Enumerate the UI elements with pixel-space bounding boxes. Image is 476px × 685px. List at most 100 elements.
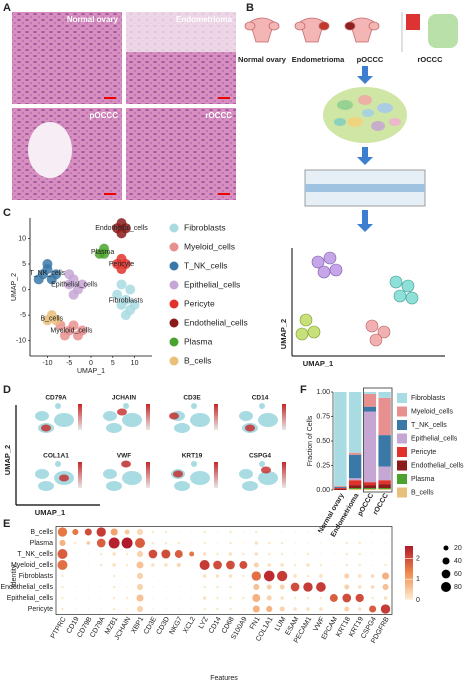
panel-label: D (3, 384, 11, 396)
dot (357, 574, 362, 578)
dot (134, 537, 146, 549)
cell-cluster (64, 269, 75, 280)
x-tick-label: 5 (111, 360, 115, 367)
dot (152, 597, 154, 599)
dot (126, 586, 128, 588)
dot (371, 564, 374, 566)
dot (99, 563, 103, 567)
dot (177, 531, 180, 533)
bar-segment (363, 488, 377, 490)
dot (342, 593, 352, 603)
stage-label: Endometrioma (292, 55, 345, 64)
dot (164, 530, 168, 534)
legend-swatch (169, 261, 179, 271)
dot (345, 541, 349, 545)
legend-label: Pericyte (411, 449, 436, 456)
dot (344, 606, 350, 612)
y-tick-label: 10 (18, 235, 26, 242)
dot (177, 586, 180, 588)
dot (61, 607, 64, 611)
umap-blob (103, 469, 117, 479)
size-label: 40 (454, 558, 462, 565)
dot (357, 585, 362, 589)
dot (136, 561, 144, 569)
cell-cluster (125, 305, 136, 315)
axis-label: UMAP_1 (35, 508, 65, 517)
stage-label: pOCCC (357, 55, 384, 64)
dot (267, 541, 271, 545)
dot (74, 541, 77, 545)
stage-label: rOCCC (417, 55, 443, 64)
cell-cluster (116, 264, 127, 275)
dot (57, 527, 68, 537)
legend-swatch (169, 223, 179, 233)
legend-swatch (169, 337, 179, 347)
bar-segment (378, 489, 391, 490)
expression-spot (261, 466, 271, 474)
umap-blob (35, 411, 49, 421)
y-tick-label: Plasma (30, 540, 53, 547)
dot (99, 552, 103, 556)
gene-label: CD79A (45, 395, 67, 402)
cell-cluster (99, 248, 110, 259)
umap-blob (55, 461, 61, 467)
umap-blob (55, 403, 61, 409)
colorbar (405, 546, 413, 600)
bar-segment (363, 489, 377, 490)
umap-blob (174, 423, 190, 433)
colorbar (146, 462, 150, 488)
y-tick-label: 1.00 (316, 389, 330, 396)
dot (355, 593, 364, 603)
bar-segment (348, 480, 362, 486)
dot (199, 559, 210, 571)
legend-swatch (397, 433, 407, 444)
expression-spot (117, 408, 127, 416)
colorbar (78, 404, 82, 430)
y-tick-label: T_NK_cells (17, 551, 53, 558)
gene-label: CD3E (183, 395, 201, 402)
legend-label: Myeloid_cells (411, 408, 454, 415)
umap-blob (191, 461, 197, 467)
dot (242, 574, 245, 578)
dot (290, 582, 300, 592)
umap-blob (258, 471, 278, 485)
legend-swatch (397, 447, 407, 457)
dot (126, 575, 128, 577)
dot (345, 531, 348, 533)
dot (136, 605, 144, 613)
dot (252, 594, 261, 602)
bar-segment (334, 486, 347, 488)
histology: Normal ovary Endometrioma pOCCC rOCCC (12, 12, 236, 200)
dot (203, 541, 206, 545)
dot (100, 597, 103, 599)
dot (333, 608, 335, 610)
dot (100, 586, 103, 588)
feature-plots: UMAP_2 UMAP_1 (3, 405, 100, 517)
dot (255, 530, 258, 534)
dot (280, 541, 284, 545)
stage-label: Normal ovary (238, 55, 287, 64)
dot (242, 542, 245, 544)
dot (190, 608, 193, 610)
dot (177, 597, 180, 599)
umap-blob (122, 413, 142, 427)
dot (216, 542, 219, 544)
legend-label: Pericyte (184, 298, 215, 308)
umap-blob (123, 403, 129, 409)
gene-label: KRT19 (182, 453, 203, 460)
bar-segment (348, 485, 362, 489)
axis-label: Features (210, 675, 238, 682)
dot (254, 552, 259, 556)
panel-label: C (3, 207, 11, 219)
dot (294, 553, 296, 555)
dot (381, 572, 390, 580)
dot (345, 552, 349, 556)
dot (148, 549, 158, 559)
dot (112, 574, 116, 578)
dot (229, 585, 232, 589)
dot (112, 607, 116, 611)
dot (357, 607, 362, 611)
dot (306, 552, 310, 556)
legend-swatch (397, 420, 407, 430)
legend-swatch (397, 406, 407, 417)
